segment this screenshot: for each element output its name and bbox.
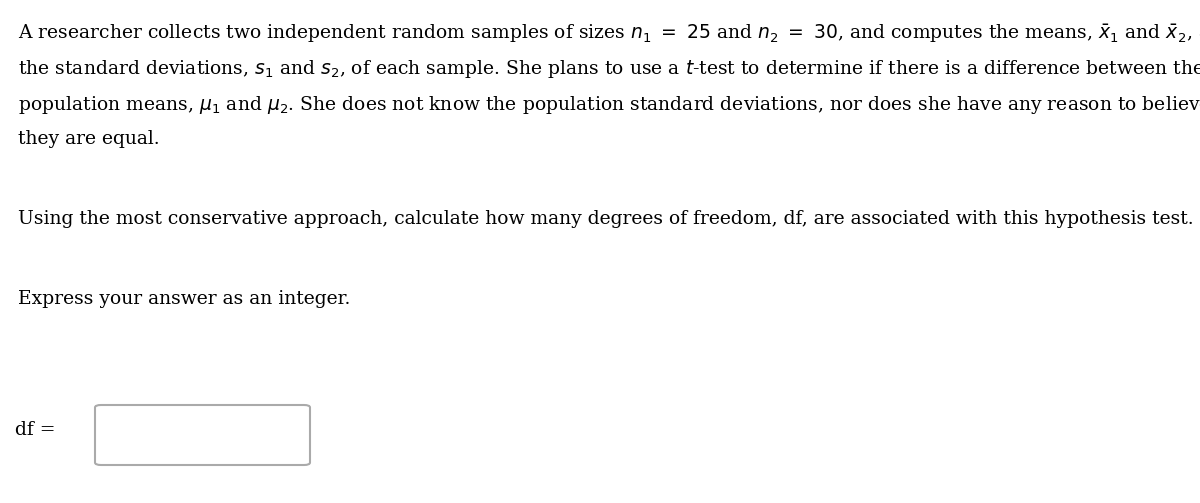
Text: Express your answer as an integer.: Express your answer as an integer. [18, 290, 350, 308]
Text: df =: df = [14, 421, 55, 439]
Text: Using the most conservative approach, calculate how many degrees of freedom, df,: Using the most conservative approach, ca… [18, 210, 1194, 228]
Text: population means, $\mu_1$ and $\mu_2$. She does not know the population standard: population means, $\mu_1$ and $\mu_2$. S… [18, 94, 1200, 116]
Text: they are equal.: they are equal. [18, 130, 160, 148]
FancyBboxPatch shape [95, 405, 310, 465]
Text: A researcher collects two independent random samples of sizes $n_1\ =\ 25$ and $: A researcher collects two independent ra… [18, 22, 1200, 45]
Text: the standard deviations, $s_1$ and $s_2$, of each sample. She plans to use a $t$: the standard deviations, $s_1$ and $s_2$… [18, 58, 1200, 80]
